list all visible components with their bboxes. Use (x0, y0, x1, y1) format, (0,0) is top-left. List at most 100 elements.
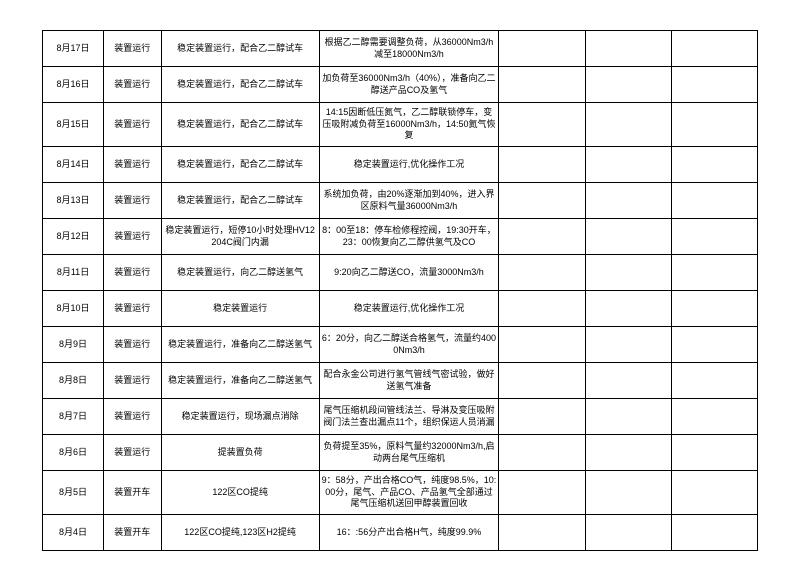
cell-empty (499, 363, 585, 399)
cell-status: 装置运行 (104, 67, 161, 103)
table-row: 8月9日装置运行稳定装置运行，准备向乙二醇送氢气6：20分，向乙二醇送合格氢气，… (43, 327, 758, 363)
cell-date: 8月4日 (43, 515, 104, 551)
cell-date: 8月6日 (43, 435, 104, 471)
table-row: 8月13日装置运行稳定装置运行，配合乙二醇试车系统加负荷，由20%逐渐加到40%… (43, 183, 758, 219)
cell-detail: 加负荷至36000Nm3/h（40%），准备向乙二醇送产品CO及氢气 (319, 67, 499, 103)
table-row: 8月17日装置运行稳定装置运行，配合乙二醇试车根据乙二醇需要调整负荷，从3600… (43, 31, 758, 67)
cell-empty (671, 399, 757, 435)
table-row: 8月7日装置运行稳定装置运行，现场漏点消除尾气压缩机段间管线法兰、导淋及变压吸附… (43, 399, 758, 435)
cell-empty (671, 291, 757, 327)
cell-action: 122区CO提纯 (161, 471, 319, 515)
cell-detail: 负荷提至35%，原料气量约32000Nm3/h,启动两台尾气压缩机 (319, 435, 499, 471)
cell-detail: 14:15因断低压氮气，乙二醇联锁停车，变压吸附减负荷至16000Nm3/h，1… (319, 103, 499, 147)
table-row: 8月14日装置运行稳定装置运行，配合乙二醇试车稳定装置运行,优化操作工况 (43, 147, 758, 183)
cell-action: 稳定装置运行，准备向乙二醇送氢气 (161, 327, 319, 363)
cell-action: 稳定装置运行，配合乙二醇试车 (161, 67, 319, 103)
table-row: 8月11日装置运行稳定装置运行，向乙二醇送氢气9:20向乙二醇送CO，流量300… (43, 255, 758, 291)
cell-empty (585, 399, 671, 435)
cell-status: 装置运行 (104, 255, 161, 291)
cell-date: 8月11日 (43, 255, 104, 291)
cell-status: 装置开车 (104, 471, 161, 515)
cell-empty (671, 435, 757, 471)
cell-date: 8月7日 (43, 399, 104, 435)
cell-date: 8月12日 (43, 219, 104, 255)
cell-empty (671, 471, 757, 515)
cell-empty (499, 399, 585, 435)
cell-empty (671, 103, 757, 147)
cell-empty (499, 471, 585, 515)
cell-detail: 16：:56分产出合格H气，纯度99.9% (319, 515, 499, 551)
cell-status: 装置运行 (104, 103, 161, 147)
cell-status: 装置运行 (104, 435, 161, 471)
cell-status: 装置运行 (104, 147, 161, 183)
cell-empty (585, 183, 671, 219)
cell-empty (585, 291, 671, 327)
cell-action: 稳定装置运行，配合乙二醇试车 (161, 183, 319, 219)
cell-empty (499, 255, 585, 291)
cell-empty (585, 515, 671, 551)
cell-date: 8月9日 (43, 327, 104, 363)
cell-empty (585, 471, 671, 515)
cell-detail: 稳定装置运行,优化操作工况 (319, 147, 499, 183)
cell-status: 装置运行 (104, 219, 161, 255)
cell-action: 稳定装置运行，短停10小时处理HV12204C阀门内漏 (161, 219, 319, 255)
cell-date: 8月16日 (43, 67, 104, 103)
cell-empty (671, 31, 757, 67)
cell-action: 稳定装置运行，向乙二醇送氢气 (161, 255, 319, 291)
cell-date: 8月17日 (43, 31, 104, 67)
cell-status: 装置运行 (104, 183, 161, 219)
cell-empty (499, 435, 585, 471)
cell-detail: 9：58分，产出合格CO气，纯度98.5%，10:00分，尾气、产品CO、产品氢… (319, 471, 499, 515)
cell-empty (585, 219, 671, 255)
cell-empty (499, 183, 585, 219)
cell-empty (671, 183, 757, 219)
cell-detail: 尾气压缩机段间管线法兰、导淋及变压吸附阀门法兰查出漏点11个，组织保运人员消漏 (319, 399, 499, 435)
cell-status: 装置运行 (104, 31, 161, 67)
cell-date: 8月14日 (43, 147, 104, 183)
cell-status: 装置运行 (104, 363, 161, 399)
cell-date: 8月5日 (43, 471, 104, 515)
cell-action: 提装置负荷 (161, 435, 319, 471)
cell-empty (499, 515, 585, 551)
cell-detail: 根据乙二醇需要调整负荷，从36000Nm3/h减至18000Nm3/h (319, 31, 499, 67)
table-row: 8月16日装置运行稳定装置运行，配合乙二醇试车加负荷至36000Nm3/h（40… (43, 67, 758, 103)
cell-empty (585, 327, 671, 363)
cell-empty (499, 327, 585, 363)
cell-empty (671, 363, 757, 399)
cell-empty (585, 363, 671, 399)
cell-action: 稳定装置运行，配合乙二醇试车 (161, 103, 319, 147)
cell-status: 装置运行 (104, 291, 161, 327)
cell-status: 装置运行 (104, 327, 161, 363)
cell-action: 稳定装置运行，现场漏点消除 (161, 399, 319, 435)
cell-empty (585, 147, 671, 183)
cell-detail: 8：00至18：停车检修程控阀，19:30开车，23：00恢复向乙二醇供氢气及C… (319, 219, 499, 255)
cell-empty (499, 31, 585, 67)
table-row: 8月5日装置开车122区CO提纯9：58分，产出合格CO气，纯度98.5%，10… (43, 471, 758, 515)
cell-empty (585, 67, 671, 103)
cell-empty (499, 67, 585, 103)
cell-detail: 9:20向乙二醇送CO，流量3000Nm3/h (319, 255, 499, 291)
cell-date: 8月13日 (43, 183, 104, 219)
cell-action: 稳定装置运行 (161, 291, 319, 327)
cell-empty (671, 147, 757, 183)
table-row: 8月6日装置运行提装置负荷负荷提至35%，原料气量约32000Nm3/h,启动两… (43, 435, 758, 471)
cell-empty (585, 435, 671, 471)
cell-action: 稳定装置运行，配合乙二醇试车 (161, 147, 319, 183)
cell-empty (499, 291, 585, 327)
cell-empty (499, 219, 585, 255)
cell-empty (671, 67, 757, 103)
cell-empty (585, 103, 671, 147)
table-row: 8月4日装置开车122区CO提纯,123区H2提纯16：:56分产出合格H气，纯… (43, 515, 758, 551)
cell-status: 装置运行 (104, 399, 161, 435)
table-row: 8月15日装置运行稳定装置运行，配合乙二醇试车14:15因断低压氮气，乙二醇联锁… (43, 103, 758, 147)
cell-detail: 稳定装置运行,优化操作工况 (319, 291, 499, 327)
cell-empty (499, 103, 585, 147)
operation-log-table: 8月17日装置运行稳定装置运行，配合乙二醇试车根据乙二醇需要调整负荷，从3600… (42, 30, 758, 551)
cell-empty (585, 255, 671, 291)
cell-empty (671, 255, 757, 291)
cell-empty (499, 147, 585, 183)
table-row: 8月12日装置运行稳定装置运行，短停10小时处理HV12204C阀门内漏8：00… (43, 219, 758, 255)
cell-action: 稳定装置运行，准备向乙二醇送氢气 (161, 363, 319, 399)
cell-empty (585, 31, 671, 67)
cell-empty (671, 327, 757, 363)
